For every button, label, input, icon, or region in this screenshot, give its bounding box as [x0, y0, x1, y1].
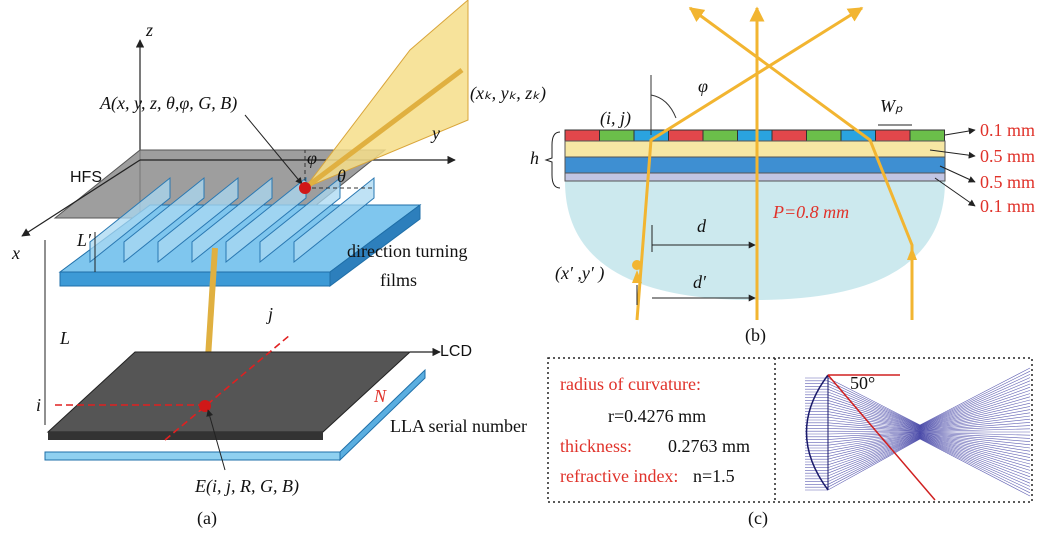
y-label: y	[430, 123, 440, 143]
panel-a: z y x A(x, y, z, θ,φ, G, B) (xₖ, yₖ, zₖ)…	[11, 0, 546, 529]
d-label: d	[697, 216, 707, 236]
point-a-label: A(x, y, z, θ,φ, G, B)	[99, 93, 237, 114]
index-value: n=1.5	[693, 466, 735, 486]
figure: z y x A(x, y, z, θ,φ, G, B) (xₖ, yₖ, zₖ)…	[0, 0, 1051, 534]
point-e	[199, 400, 211, 412]
ray-path	[805, 439, 1030, 493]
panel-b: φ (i, j) Wₚ h 0.1 mm 0.5 mm 0.5 mm 0.1 m…	[530, 8, 1035, 346]
layer-blue	[565, 157, 945, 173]
index-label: refractive index:	[560, 466, 678, 486]
hfs-label: HFS	[70, 169, 102, 186]
phi-label: φ	[698, 76, 708, 96]
film-front	[60, 272, 330, 286]
layer-label: 0.1 mm	[980, 196, 1035, 216]
layer-arrow	[945, 130, 975, 135]
point-a	[299, 182, 311, 194]
d-prime-label: d′	[693, 272, 707, 292]
layer-label: 0.5 mm	[980, 172, 1035, 192]
pixel	[772, 130, 807, 141]
films-label: direction turning	[347, 241, 467, 261]
radius-value: r=0.4276 mm	[608, 406, 706, 426]
l-prime-label: L′	[76, 230, 92, 250]
pixel	[738, 130, 773, 141]
j-label: j	[266, 304, 273, 324]
pixel	[876, 130, 911, 141]
theta-label: θ	[337, 166, 346, 186]
x-label: x	[11, 243, 20, 263]
target-label: (xₖ, yₖ, zₖ)	[470, 83, 546, 104]
phi-arc	[651, 95, 676, 118]
lcd-label: LCD	[440, 343, 472, 360]
thickness-value: 0.2763 mm	[668, 436, 750, 456]
radius-label: radius of curvature:	[560, 374, 701, 394]
caption-b: (b)	[745, 325, 766, 346]
l-label: L	[59, 328, 70, 348]
source-label: (x′ ,y′ )	[555, 263, 604, 284]
h-label: h	[530, 148, 539, 168]
lcd-front	[48, 432, 323, 440]
layer-label: 0.5 mm	[980, 146, 1035, 166]
pixel	[669, 130, 704, 141]
wp-label: Wₚ	[880, 96, 903, 116]
pixel	[703, 130, 738, 141]
h-brace	[546, 132, 560, 188]
layer-label: 0.1 mm	[980, 120, 1035, 140]
lens	[565, 181, 945, 300]
caption-a: (a)	[197, 508, 217, 529]
pixel	[807, 130, 842, 141]
lcd-plane	[48, 352, 410, 432]
pixel-row	[565, 130, 945, 141]
i-label: i	[36, 395, 41, 415]
pitch-label: P=0.8 mm	[772, 202, 849, 222]
pixel-label: (i, j)	[600, 108, 631, 129]
n-label: N	[373, 386, 387, 406]
lla-label: LLA serial number	[390, 416, 527, 436]
pixel	[600, 130, 635, 141]
point-e-label: E(i, j, R, G, B)	[194, 476, 299, 497]
ray-path	[805, 437, 1030, 477]
source-dot	[632, 260, 642, 270]
panel-c: radius of curvature: r=0.4276 mm thickne…	[548, 358, 1032, 529]
films-label: films	[380, 270, 417, 290]
pixel	[565, 130, 600, 141]
ray-path	[805, 439, 1030, 496]
lla-sheet	[45, 452, 340, 460]
layer-yellow	[565, 141, 945, 157]
layer-lavender	[565, 173, 945, 181]
pixel	[910, 130, 945, 141]
angle-label: 50°	[850, 373, 875, 393]
caption-c: (c)	[748, 508, 768, 529]
z-label: z	[145, 20, 153, 40]
phi-label: φ	[307, 148, 317, 168]
thickness-label: thickness:	[560, 436, 632, 456]
